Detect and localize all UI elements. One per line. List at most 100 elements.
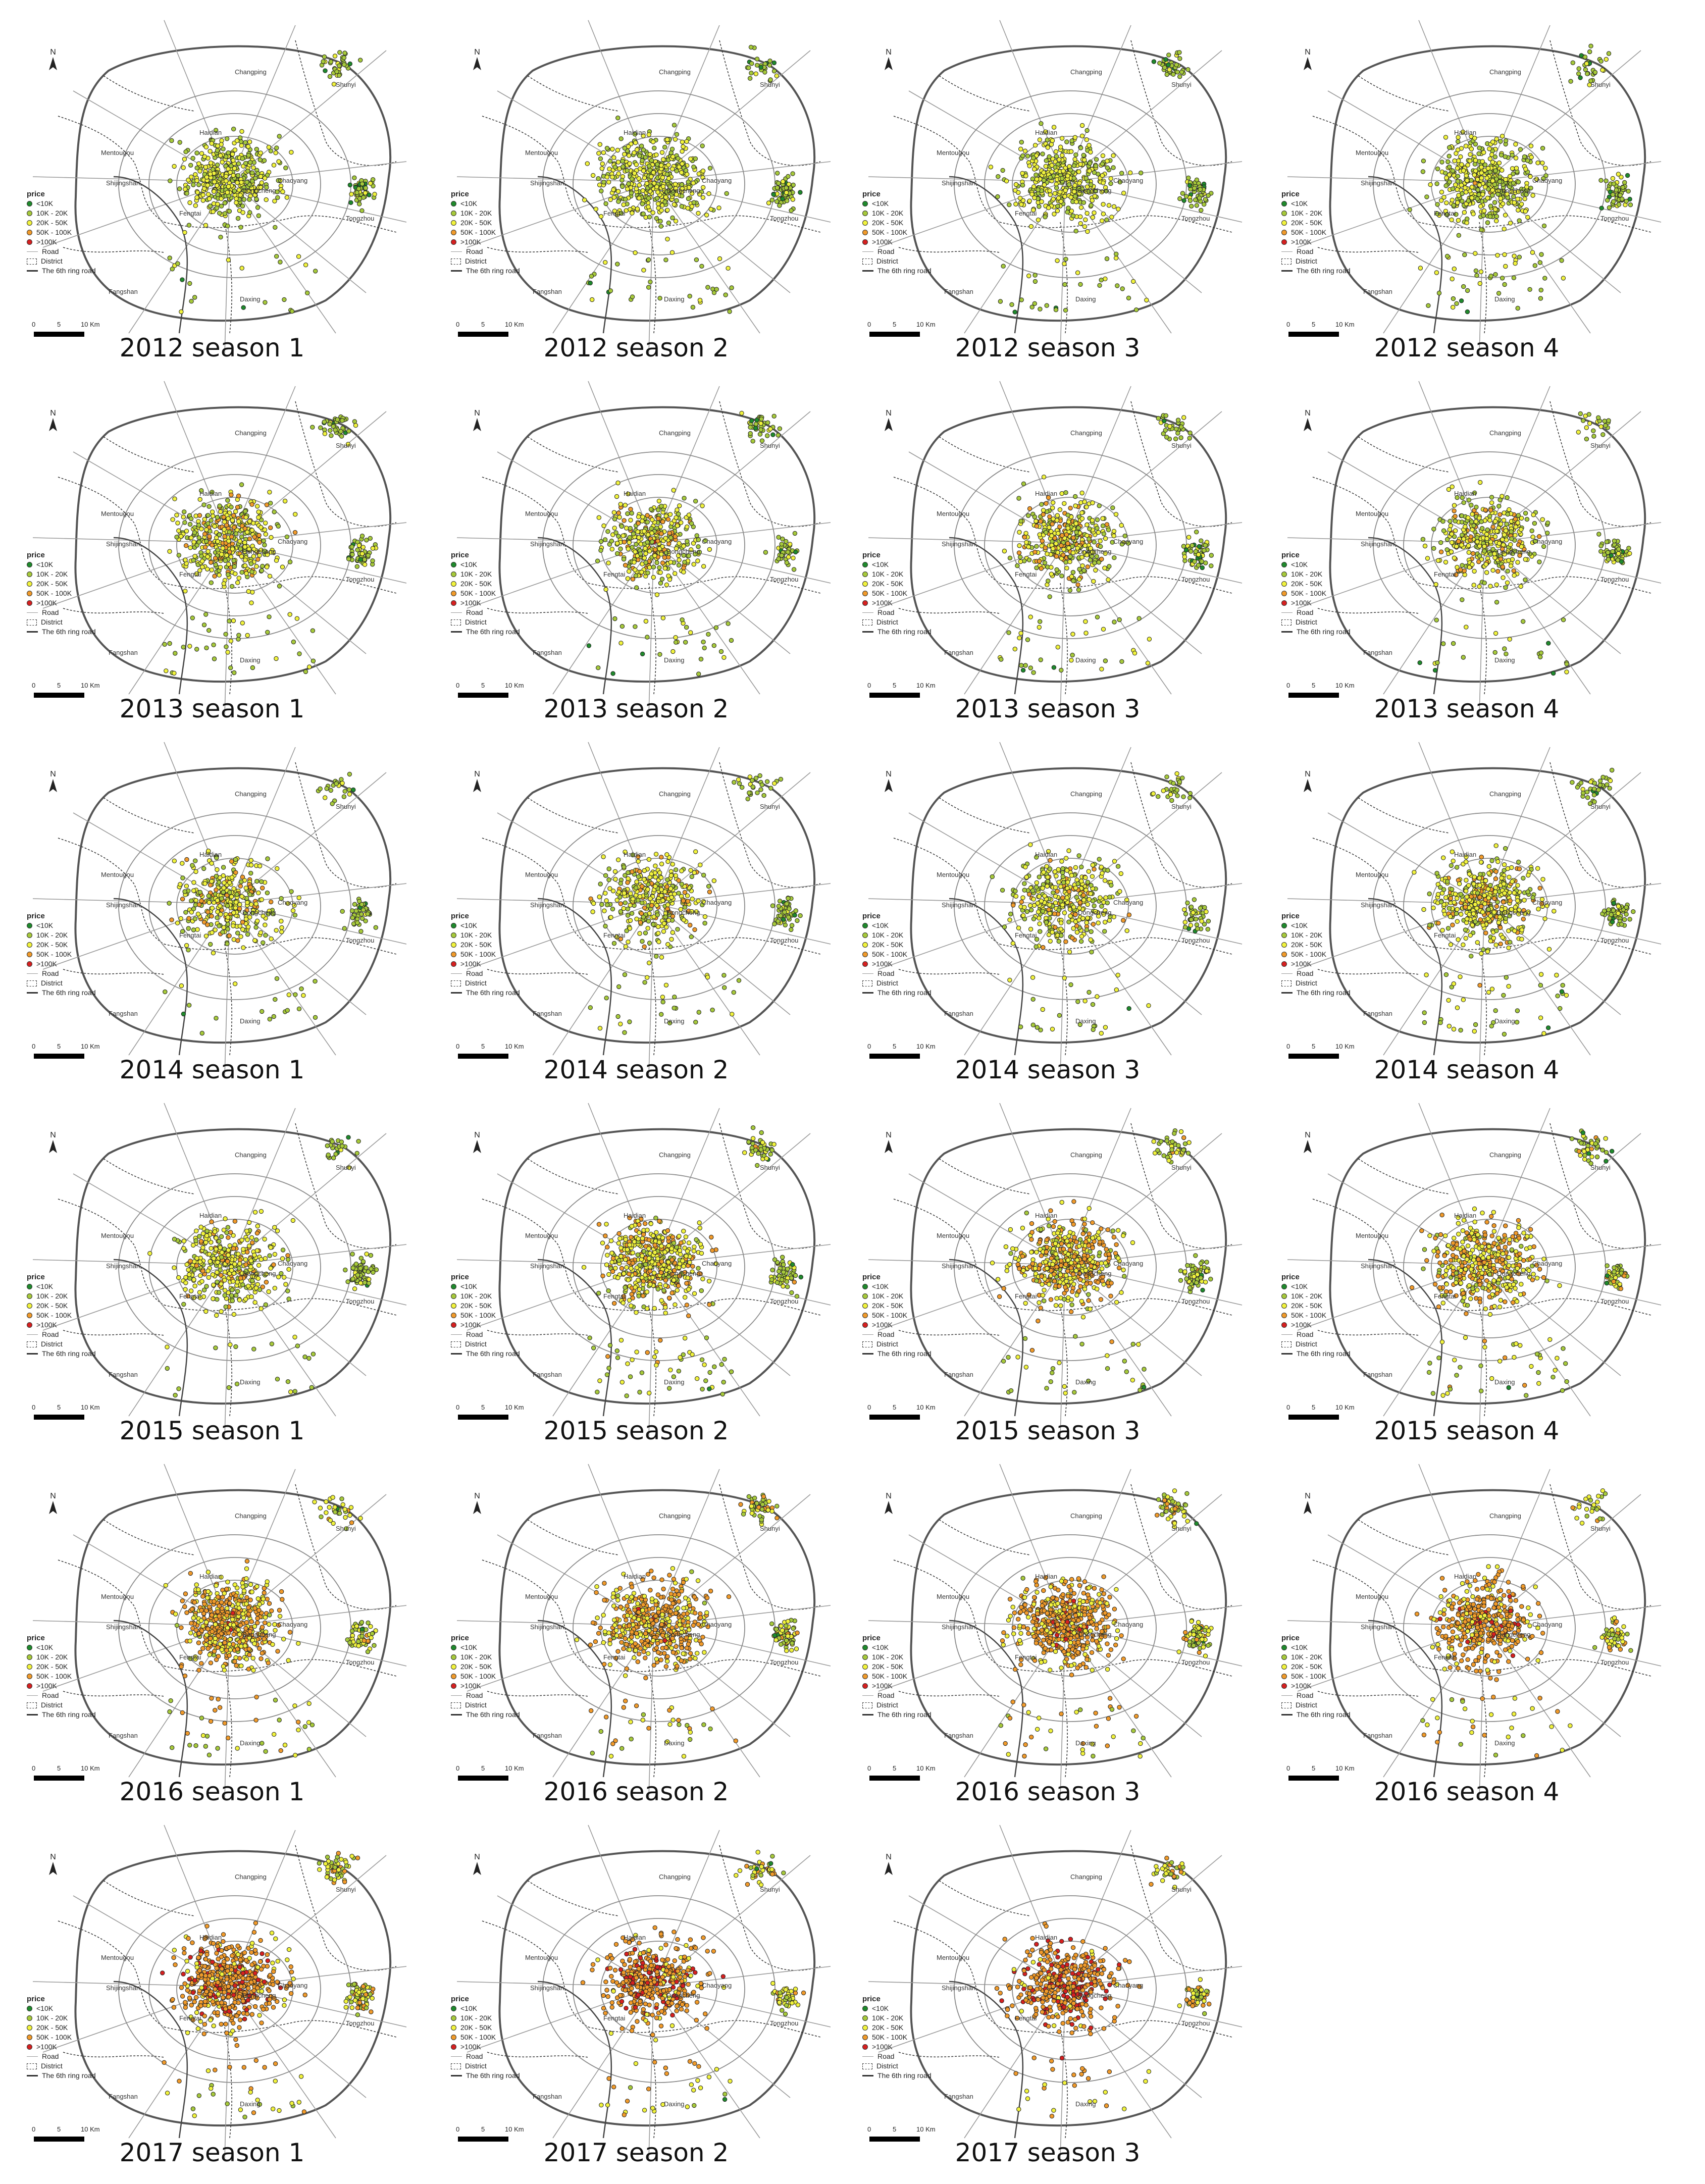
listing-point [1490,193,1495,198]
sixth-ring-road [910,45,1227,322]
listing-point [748,425,753,430]
legend-swatch [451,258,461,265]
listing-point [173,651,178,656]
listing-point [1093,567,1098,573]
listing-point [685,524,690,530]
listing-point [624,208,629,213]
listing-point [354,564,359,569]
listing-point [179,983,184,989]
scale-label: 10 Km [1335,682,1355,689]
listing-point [1018,518,1023,524]
listing-point [169,917,174,922]
listing-point [1450,197,1455,202]
listing-point [660,615,666,620]
road [1484,181,1621,293]
listing-point [1012,646,1017,652]
listing-point [1466,198,1471,203]
legend-swatch [862,612,873,613]
listing-point [1193,197,1198,202]
listing-point [657,546,662,551]
listing-point [1043,545,1048,550]
listing-point [1068,168,1073,173]
listing-point [258,185,264,190]
listing-point [1484,176,1489,181]
listing-point [1065,512,1070,517]
listing-point [207,196,212,201]
listing-point [264,197,269,202]
legend-label: 20K - 50K [460,580,492,588]
listing-point [623,197,628,202]
listing-point [647,549,652,554]
listing-point [222,527,227,532]
listing-point [1561,617,1566,622]
listing-point [1500,168,1505,173]
listing-point [239,266,244,271]
listing-point [1628,202,1633,207]
listing-point [229,584,235,589]
listing-point [601,150,606,155]
legend-swatch [1281,571,1287,577]
listing-point [771,60,777,66]
listing-point [303,669,308,674]
listing-point [186,1003,192,1008]
legend-label: 10K - 20K [36,209,68,217]
listing-point [1498,139,1503,144]
listing-point [1612,538,1617,544]
map-panel: Changping Shunyi Haidian Mentougou Shijingsh… [13,371,411,723]
listing-point [674,192,679,197]
listing-point [194,150,199,155]
north-arrow: N [48,409,58,434]
listing-point [1066,545,1071,551]
listing-point [662,144,667,150]
listing-point [749,418,754,424]
listing-point [1490,187,1495,193]
listing-point [695,558,700,563]
listing-point [1515,305,1520,311]
listing-point [635,206,640,212]
listing-point [276,178,281,183]
listing-point [615,480,621,486]
listing-point [1202,202,1207,207]
listing-point [183,557,188,562]
listing-point [1027,506,1032,511]
listing-point [255,557,261,562]
listing-point [178,534,184,539]
listing-point [1041,170,1046,175]
legend-swatch [1281,270,1293,272]
listing-point [1503,177,1508,182]
listing-point [1119,171,1124,176]
legend-entry: <10K [862,560,932,569]
listing-point [1075,582,1080,587]
listing-point [193,869,198,874]
listing-point [680,161,685,167]
listing-point [1542,276,1547,281]
listing-point [274,145,279,150]
listing-point [247,197,252,202]
district-label: Fengtai [1434,210,1456,217]
listing-point [1189,203,1194,209]
district-label: Daxing [664,656,685,664]
listing-point [215,539,220,544]
listing-point [256,213,261,218]
listing-point [1183,194,1189,199]
listing-point [612,516,617,522]
listing-point [596,150,601,156]
listing-point [1453,182,1458,187]
listing-point [211,209,216,214]
listing-point [1502,646,1507,651]
listing-point [631,531,636,537]
listing-point [1019,202,1024,207]
listing-point [757,432,763,437]
listing-point [1073,521,1078,526]
listing-point [634,186,639,191]
listing-point [1540,161,1545,166]
district-boundary [487,247,589,253]
district-boundary [103,436,195,473]
listing-point [164,668,169,673]
listing-point [1492,182,1497,187]
legend-swatch [862,239,868,245]
listing-point [1093,188,1098,194]
listing-point [1049,533,1054,538]
listing-point [681,565,686,570]
listing-point [1496,291,1502,296]
